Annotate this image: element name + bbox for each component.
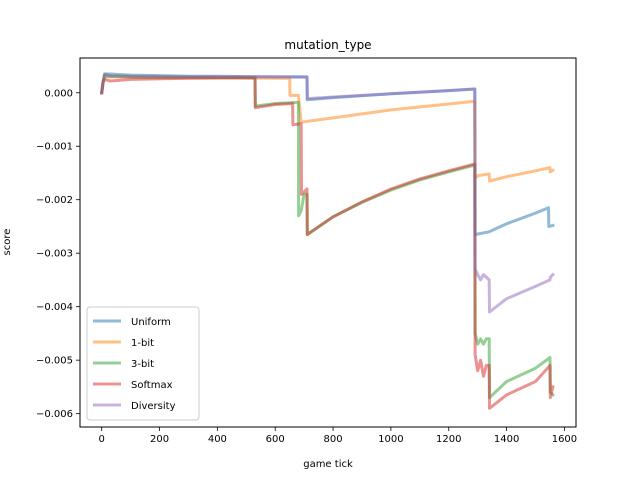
x-tick-label: 1400 xyxy=(494,434,519,445)
x-tick-label: 1600 xyxy=(552,434,577,445)
series-layer xyxy=(100,72,556,410)
y-tick-label: −0.006 xyxy=(36,409,73,420)
legend-item-1-bit: 1-bit xyxy=(93,338,154,349)
y-axis-title: score xyxy=(2,229,13,256)
x-tick-label: 200 xyxy=(150,434,169,445)
x-tick-label: 1000 xyxy=(378,434,403,445)
x-tick-label: 800 xyxy=(324,434,343,445)
legend-label: Diversity xyxy=(131,401,176,412)
y-tick-label: −0.005 xyxy=(36,356,73,367)
chart-title: mutation_type xyxy=(284,38,371,52)
legend-label: 3-bit xyxy=(131,359,154,370)
y-tick-label: −0.002 xyxy=(36,195,73,206)
x-axis-title: game tick xyxy=(303,459,353,470)
x-tick-label: 1200 xyxy=(436,434,461,445)
legend-label: Uniform xyxy=(131,317,171,328)
x-tick-label: 600 xyxy=(266,434,285,445)
legend-item-softmax: Softmax xyxy=(93,380,173,391)
legend-item-3-bit: 3-bit xyxy=(93,359,154,370)
plot-frame xyxy=(79,57,577,428)
x-axis: 0 200 400 600 800 1000 1200 1400 1600 xyxy=(99,427,577,445)
legend: Uniform 1-bit 3-bit Softmax Diversity xyxy=(86,306,200,421)
x-tick-label: 400 xyxy=(208,434,227,445)
legend-item-uniform: Uniform xyxy=(93,317,171,328)
legend-label: Softmax xyxy=(131,380,173,391)
y-tick-label: −0.003 xyxy=(36,249,73,260)
legend-item-diversity: Diversity xyxy=(93,401,176,412)
series-line-diversity xyxy=(100,72,556,314)
legend-box xyxy=(86,306,200,421)
y-tick-label: −0.001 xyxy=(36,142,73,153)
y-tick-label: −0.004 xyxy=(36,302,73,313)
legend-label: 1-bit xyxy=(131,338,154,349)
y-axis: 0.000 −0.001 −0.002 −0.003 −0.004 −0.005 −0.00… xyxy=(36,88,80,420)
y-tick-label: 0.000 xyxy=(44,88,73,99)
x-tick-label: 0 xyxy=(99,434,105,445)
